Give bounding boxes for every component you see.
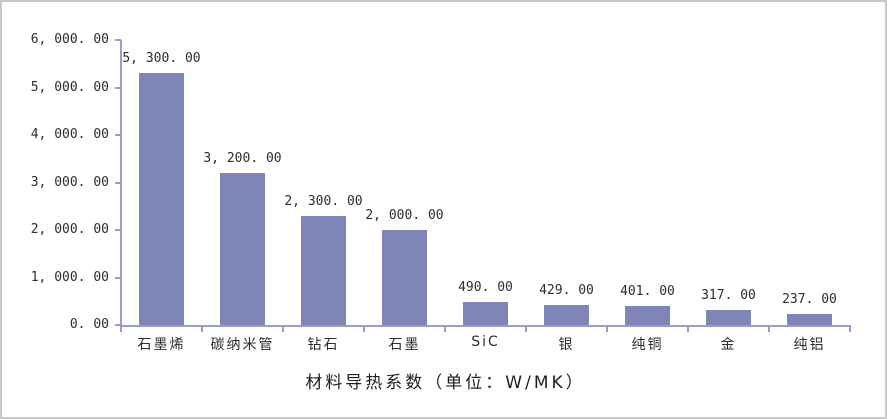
x-axis-category-label: 纯铜	[631, 337, 664, 353]
bar	[463, 301, 508, 325]
x-axis-category-label: 银	[558, 337, 575, 353]
x-axis-category-label: 碳纳米管	[210, 337, 275, 353]
y-axis-tick-label: 3, 000. 00	[30, 174, 109, 190]
y-axis-tick	[115, 86, 121, 89]
y-axis-tick	[115, 276, 121, 279]
x-axis-tick	[687, 327, 689, 332]
bar-value-label: 237. 00	[782, 291, 837, 307]
bar-value-label: 429. 00	[539, 282, 594, 298]
y-axis-tick-label: 5, 000. 00	[30, 79, 109, 95]
bar	[139, 73, 184, 325]
bar	[544, 304, 589, 325]
bar	[787, 313, 832, 325]
x-axis-tick	[363, 327, 365, 332]
x-axis-tick	[606, 327, 608, 332]
bar-value-label: 5, 300. 00	[122, 51, 201, 67]
y-axis-tick	[115, 229, 121, 231]
y-axis-tick	[115, 181, 121, 184]
x-axis-tick	[120, 327, 122, 332]
bar-value-label: 490. 00	[458, 279, 513, 295]
x-axis-category-label: 金	[720, 337, 737, 353]
bar	[301, 215, 346, 325]
bar-value-label: 401. 00	[620, 283, 675, 299]
x-axis-tick	[768, 327, 770, 332]
x-axis-category-label: 石墨	[388, 337, 421, 353]
y-axis-tick-label: 1, 000. 00	[30, 269, 109, 285]
y-axis-tick-label: 4, 000. 00	[30, 127, 109, 142]
x-axis-tick	[282, 327, 284, 332]
bar	[706, 309, 751, 325]
y-axis-tick	[115, 39, 121, 41]
x-axis-line	[120, 325, 851, 327]
bar-value-label: 2, 300. 00	[284, 193, 363, 209]
bar	[382, 230, 427, 325]
bar	[220, 173, 265, 325]
bar-value-label: 317. 00	[701, 287, 756, 303]
bar-value-label: 2, 000. 00	[365, 208, 444, 223]
y-axis-tick	[115, 134, 121, 136]
x-axis-tick	[849, 327, 851, 332]
y-axis-tick-label: 2, 000. 00	[30, 222, 109, 237]
y-axis-tick	[115, 324, 121, 326]
bar-value-label: 3, 200. 00	[203, 151, 282, 166]
x-axis-category-label: 钻石	[307, 337, 340, 353]
x-axis-tick	[525, 327, 527, 332]
y-axis-tick-label: 6, 000. 00	[30, 32, 109, 47]
x-axis-tick	[444, 327, 446, 332]
x-axis-tick	[201, 327, 203, 332]
chart-title: 材料导热系数（单位：W/MK）	[305, 373, 586, 393]
bar	[625, 305, 670, 325]
x-axis-category-label: 石墨烯	[137, 337, 186, 353]
y-axis-line	[120, 40, 122, 327]
x-axis-category-label: 纯铝	[793, 337, 826, 353]
y-axis-tick-label: 0. 00	[69, 317, 109, 332]
x-axis-category-label: SiC	[471, 334, 500, 350]
